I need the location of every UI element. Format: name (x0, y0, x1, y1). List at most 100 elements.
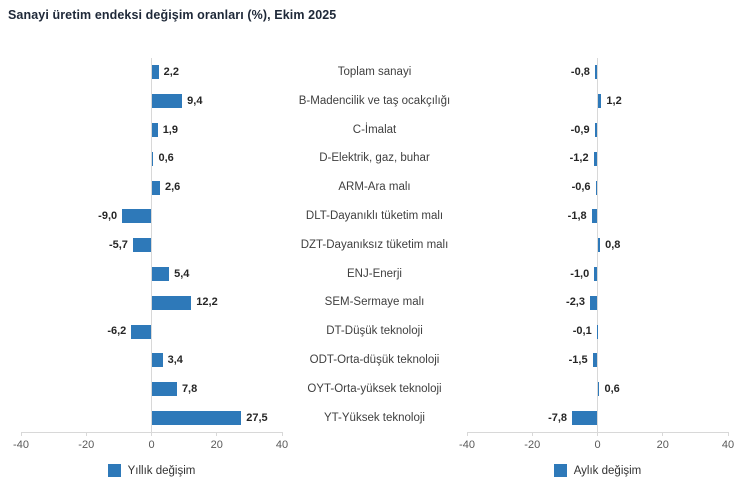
x-axis-tick-label: 20 (656, 439, 669, 452)
bar-row: 27,5 (21, 404, 282, 433)
bar-row: 7,8 (21, 375, 282, 404)
category-label: D-Elektrik, gaz, buhar (319, 152, 430, 165)
legend-label: Yıllık değişim (127, 464, 196, 477)
bar-row: -1,0 (467, 260, 728, 289)
x-axis-tick-label: 20 (210, 439, 223, 452)
bar (595, 180, 598, 195)
bar (589, 295, 598, 310)
bar-value-label: -6,2 (107, 325, 127, 338)
x-axis-tick (597, 432, 598, 437)
category-label: ENJ-Enerji (347, 267, 402, 280)
bar-row: -9,0 (21, 202, 282, 231)
bar (593, 151, 598, 166)
x-axis-tick-label: -40 (459, 439, 475, 452)
bar-value-label: 0,6 (158, 152, 174, 165)
x-axis-tick-label: 0 (148, 439, 155, 452)
x-axis-tick-label: -20 (524, 439, 541, 452)
bar-value-label: 2,2 (163, 66, 179, 78)
bar-value-label: -0,9 (570, 123, 590, 136)
x-axis-tick (85, 432, 87, 437)
x-axis-tick (531, 432, 533, 437)
bar-row: -1,8 (467, 202, 728, 231)
bar-row: 3,4 (21, 346, 282, 375)
bar-value-label: -0,6 (571, 181, 591, 194)
bar-row: -7,8 (467, 404, 728, 433)
category-label: OYT-Orta-yüksek teknoloji (307, 382, 442, 395)
bar (591, 209, 598, 224)
x-axis-tick (20, 432, 22, 437)
bar-value-label: -0,1 (572, 325, 592, 338)
bar-row: 0,6 (21, 144, 282, 173)
legend: Aylık değişim (467, 464, 728, 478)
x-axis-tick (662, 432, 664, 437)
bar-value-label: 1,9 (162, 123, 178, 136)
bar-value-label: -1,0 (570, 267, 590, 280)
bar-row: -2,3 (467, 288, 728, 317)
bar-row: 0,6 (467, 375, 728, 404)
bar (151, 266, 170, 281)
bar-row: 5,4 (21, 260, 282, 289)
legend-label: Aylık değişim (573, 464, 642, 477)
bar-value-label: -1,2 (569, 152, 589, 165)
bar-row: 9,4 (21, 87, 282, 116)
bar (594, 266, 598, 281)
bar-row: -0,6 (467, 173, 728, 202)
bar-value-label: -0,8 (570, 66, 590, 78)
chart-title: Sanayi üretim endeksi değişim oranları (… (8, 8, 337, 22)
bar-row: 2,6 (21, 173, 282, 202)
legend: Yıllık değişim (21, 464, 282, 478)
bar-row: 12,2 (21, 288, 282, 317)
bar-row: -6,2 (21, 317, 282, 346)
category-label: DT-Düşük teknoloji (326, 325, 423, 338)
bar-row: -1,5 (467, 346, 728, 375)
bar-row: -5,7 (21, 231, 282, 260)
annual-change-chart: 2,2 9,4 1,9 0,6 2,6 -9,0 -5,7 5,4 12,2 -6,2 3,4 7,8… (13, 58, 288, 488)
bar (572, 410, 598, 425)
bar (592, 353, 598, 368)
bar-value-label: 2,6 (164, 181, 181, 194)
bar-value-label: 7,8 (181, 382, 198, 395)
bar-row: 2,2 (21, 58, 282, 87)
category-label: DZT-Dayanıksız tüketim malı (300, 238, 449, 251)
x-axis-tick (216, 432, 218, 437)
bar (151, 151, 154, 166)
x-axis-tick-label: 40 (721, 439, 735, 452)
bar-value-label: 9,4 (187, 94, 203, 107)
bar-value-label: 12,2 (196, 296, 218, 309)
bar (597, 94, 602, 109)
bar-value-label: 27,5 (246, 411, 268, 424)
bar (594, 122, 598, 137)
bar-row: -0,8 (467, 58, 728, 87)
bar (151, 65, 159, 80)
bar (151, 94, 183, 109)
x-axis-tick-label: -40 (13, 439, 29, 452)
x-axis-tick (466, 432, 468, 437)
category-labels-column: Toplam sanayi B-Madencilik ve taş ocakçıl… (282, 58, 467, 432)
bar (132, 238, 152, 253)
bar-value-label: -1,8 (567, 210, 587, 222)
x-axis-tick (281, 432, 283, 437)
bar-row: 1,2 (467, 87, 728, 116)
bar-value-label: 0,8 (605, 238, 621, 251)
category-label: C-İmalat (352, 123, 397, 136)
legend-swatch (107, 464, 121, 478)
bar-value-label: -2,3 (566, 296, 585, 309)
bar (151, 353, 163, 368)
category-label: YT-Yüksek teknoloji (324, 411, 425, 424)
bar-row: -1,2 (467, 144, 728, 173)
legend-swatch (553, 464, 567, 478)
bar (597, 238, 601, 253)
category-label: ARM-Ara malı (338, 181, 411, 194)
bar (151, 382, 177, 397)
bar (594, 65, 598, 80)
bar (596, 324, 598, 339)
bar-value-label: 1,2 (606, 94, 622, 107)
bar-row: 1,9 (21, 116, 282, 145)
monthly-change-chart: -0,8 1,2 -0,9 -1,2 -0,6 -1,8 0,8 -1,0 -2,3 -0,1 -1… (459, 58, 734, 488)
x-axis-tick (151, 432, 152, 437)
bar-value-label: 3,4 (167, 354, 183, 366)
bar (151, 295, 192, 310)
x-axis-tick-label: 40 (275, 439, 289, 452)
bar-row: -0,1 (467, 317, 728, 346)
